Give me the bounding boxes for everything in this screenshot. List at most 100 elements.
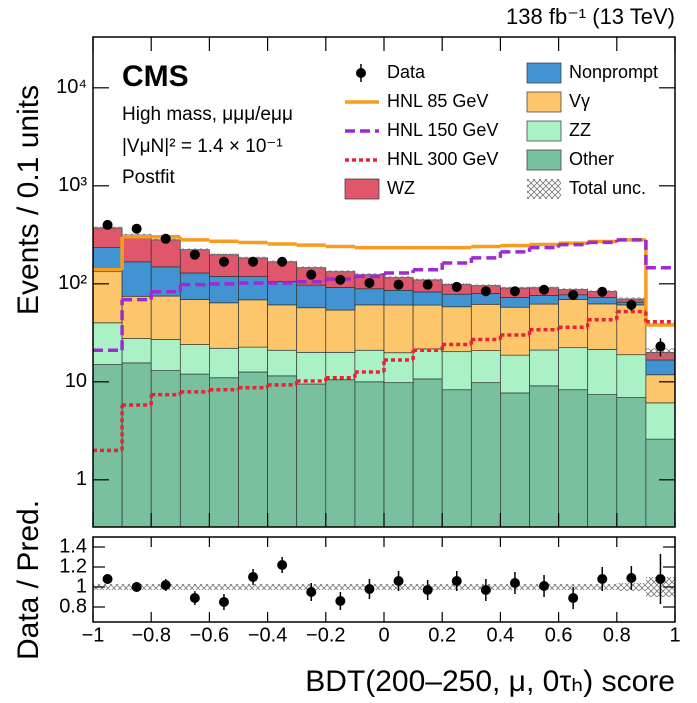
stack-bar bbox=[587, 297, 618, 305]
stack-bar bbox=[209, 302, 239, 349]
ratio-y-tick-label: 1.4 bbox=[59, 535, 87, 557]
data-point bbox=[189, 249, 200, 260]
stack-bar bbox=[412, 378, 443, 528]
data-point bbox=[480, 286, 491, 297]
legend-label: HNL 150 GeV bbox=[387, 120, 498, 140]
stack-bar bbox=[500, 354, 530, 394]
x-tick-label: −0.4 bbox=[248, 624, 287, 646]
stack-bar bbox=[470, 382, 501, 528]
stack-bar bbox=[92, 227, 123, 248]
ratio-point bbox=[422, 585, 433, 595]
ratio-point bbox=[655, 574, 666, 584]
stack-bar bbox=[267, 304, 298, 351]
legend-label: WZ bbox=[387, 178, 415, 198]
stack-bar bbox=[121, 295, 152, 339]
stack-bar bbox=[121, 338, 152, 364]
ratio-y-axis-label: Data / Pred. bbox=[12, 500, 45, 660]
stack-bar bbox=[325, 309, 356, 353]
data-point bbox=[364, 277, 375, 288]
ratio-uncertainty-band bbox=[209, 584, 239, 590]
ratio-point bbox=[189, 593, 200, 603]
stack-bar bbox=[383, 352, 414, 384]
stack-bar bbox=[441, 389, 472, 528]
stack-bar bbox=[529, 385, 559, 528]
ratio-uncertainty-band bbox=[267, 584, 297, 590]
stack-bar bbox=[645, 402, 676, 440]
data-point bbox=[277, 256, 288, 267]
legend-label: Total unc. bbox=[569, 178, 646, 198]
ratio-uncertainty-band bbox=[325, 584, 355, 590]
stack-bar bbox=[616, 397, 647, 528]
ratio-point bbox=[131, 582, 142, 592]
stack-bar bbox=[267, 349, 298, 377]
stack-bar bbox=[645, 374, 676, 404]
ratio-point bbox=[306, 587, 317, 597]
uncertainty-band bbox=[354, 273, 384, 276]
y-tick-label: 10² bbox=[58, 272, 87, 294]
stack-bar bbox=[412, 291, 443, 306]
legend-label: Data bbox=[387, 62, 426, 82]
x-tick-label: 0 bbox=[378, 624, 389, 646]
stack-bar bbox=[238, 276, 268, 301]
y-tick-label: 10³ bbox=[58, 174, 87, 196]
uncertainty-band bbox=[384, 276, 414, 279]
stack-bar bbox=[616, 354, 647, 398]
stack-bar bbox=[121, 261, 152, 297]
stack-bar bbox=[500, 306, 530, 356]
ratio-uncertainty-band bbox=[180, 584, 210, 590]
stack-bar bbox=[529, 349, 559, 387]
ratio-point bbox=[597, 574, 608, 584]
stack-bar bbox=[558, 347, 589, 391]
data-point bbox=[626, 299, 637, 310]
ratio-point bbox=[335, 596, 346, 606]
stack-bar bbox=[412, 304, 443, 350]
uncertainty-band bbox=[558, 288, 588, 291]
ratio-point bbox=[277, 560, 288, 570]
stack-bar bbox=[558, 299, 589, 349]
stack-bar bbox=[325, 379, 356, 528]
stack-bar bbox=[150, 239, 181, 268]
ratio-point bbox=[218, 597, 229, 607]
stack-bar bbox=[383, 304, 414, 354]
legend-symbol bbox=[527, 179, 561, 199]
x-tick-label: 0.2 bbox=[428, 624, 456, 646]
stack-bar bbox=[92, 322, 123, 365]
ratio-point bbox=[160, 580, 171, 590]
stack-bar bbox=[92, 364, 123, 528]
data-point bbox=[422, 279, 433, 290]
stack-bar bbox=[354, 381, 385, 528]
x-tick-label: −1 bbox=[82, 624, 105, 646]
ratio-y-tick-label: 1.2 bbox=[59, 555, 87, 577]
stack-bar bbox=[354, 288, 385, 306]
main-frame bbox=[92, 36, 676, 528]
uncertainty-band bbox=[180, 248, 210, 251]
ratio-y-tick-label: 0.8 bbox=[59, 595, 87, 617]
stack-bar bbox=[179, 344, 210, 375]
x-tick-label: 0.6 bbox=[545, 624, 573, 646]
data-point bbox=[335, 274, 346, 285]
legend-label: HNL 300 GeV bbox=[387, 149, 498, 169]
stack-bar bbox=[587, 394, 618, 528]
stack-bar bbox=[529, 303, 559, 351]
stack-bar bbox=[645, 359, 676, 376]
stack-bar bbox=[383, 382, 414, 528]
data-point bbox=[160, 233, 171, 244]
stack-bar bbox=[325, 351, 356, 381]
stack-bar bbox=[238, 346, 268, 373]
stack-bar bbox=[354, 304, 385, 351]
stack-bar bbox=[587, 349, 618, 395]
stack-bar bbox=[179, 299, 210, 345]
uncertainty-band bbox=[471, 284, 501, 287]
stack-bar bbox=[267, 375, 298, 528]
uncertainty-band bbox=[209, 253, 239, 257]
stack-bar bbox=[529, 295, 559, 305]
data-point bbox=[102, 219, 113, 230]
uncertainty-band bbox=[296, 266, 326, 270]
stack-bar bbox=[383, 289, 414, 306]
stack-bar bbox=[179, 373, 210, 528]
data-point bbox=[539, 284, 550, 295]
stack-bar bbox=[296, 351, 327, 385]
x-tick-label: 0.4 bbox=[486, 624, 514, 646]
uncertainty-band bbox=[616, 297, 646, 301]
